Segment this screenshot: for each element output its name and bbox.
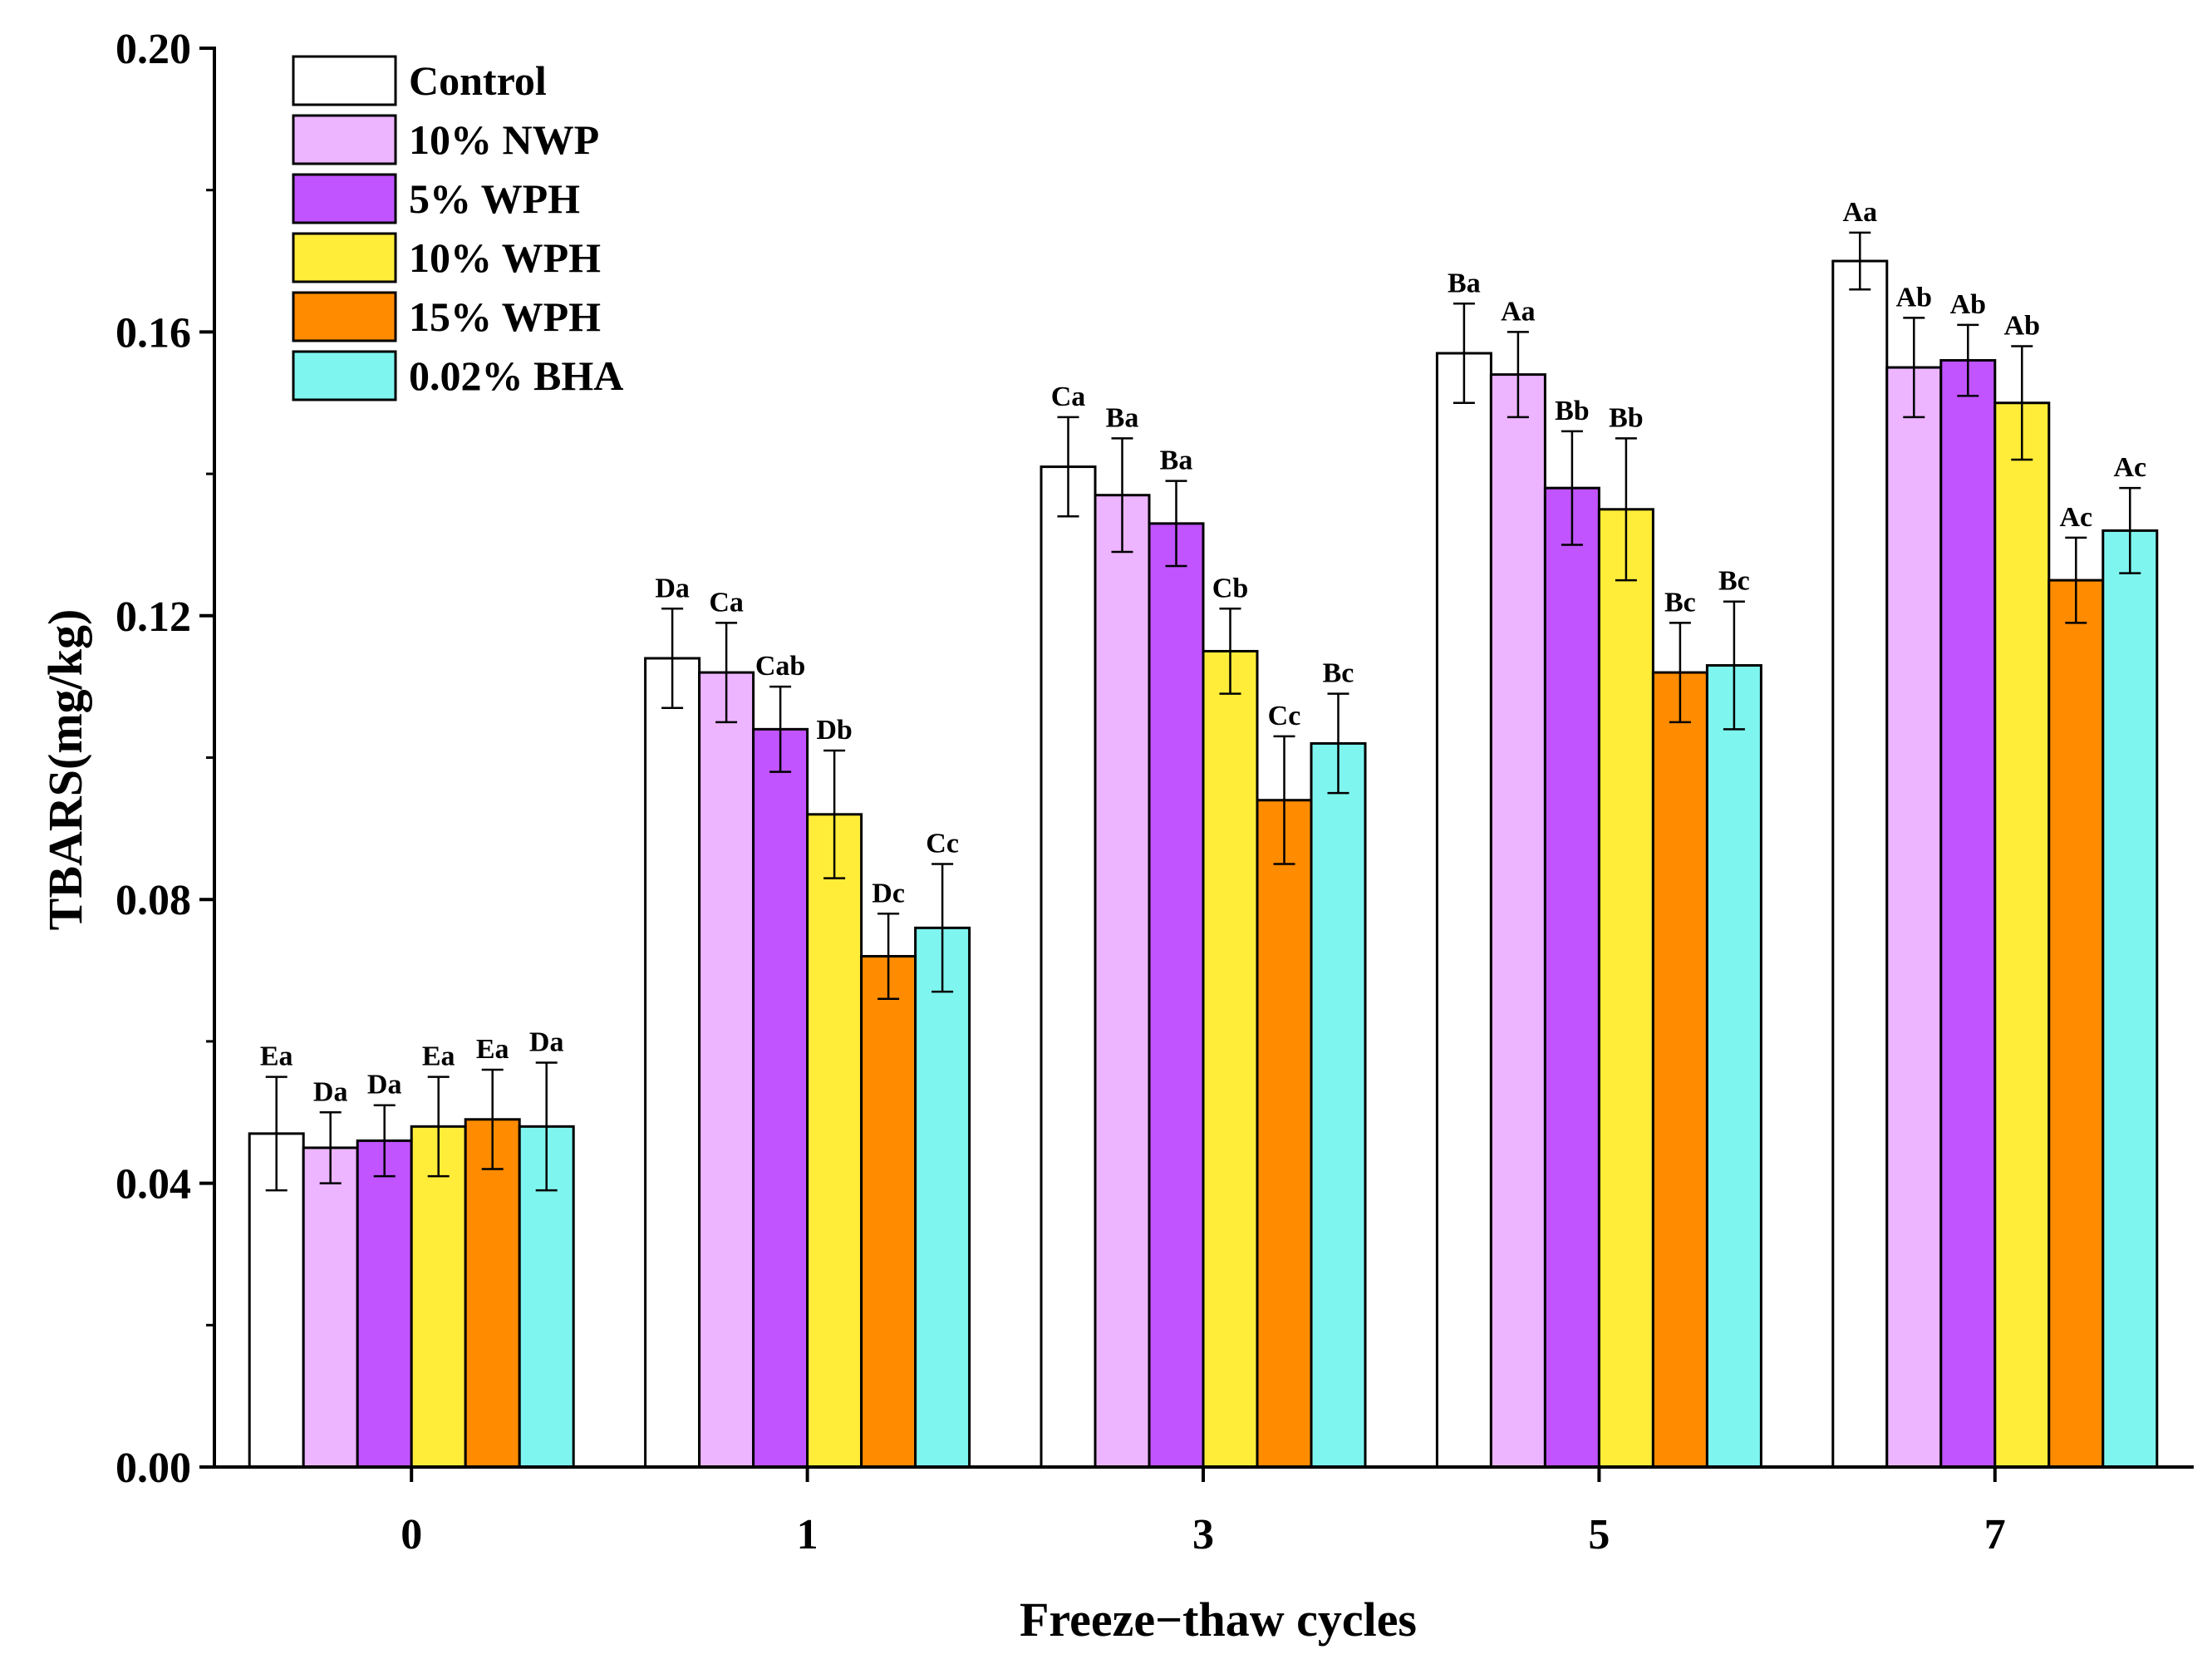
significance-label: Ab [1896, 282, 1932, 313]
significance-label: Da [529, 1027, 564, 1058]
legend-swatch [292, 350, 397, 401]
legend-swatch [292, 173, 397, 224]
significance-label: Ea [260, 1041, 293, 1072]
bar [1310, 741, 1367, 1469]
y-ticks: 0.00 0.04 0.08 0.12 0.16 0.20 [116, 26, 214, 1492]
bar [1489, 373, 1546, 1469]
bar [1202, 649, 1259, 1469]
bar [410, 1125, 467, 1469]
x-tick-label: 3 [1192, 1511, 1214, 1558]
x-tick-label: 7 [1984, 1511, 2006, 1558]
significance-label: Bb [1609, 402, 1644, 433]
significance-label: Bc [1664, 587, 1696, 618]
legend-label: 15% WPH [409, 293, 601, 340]
legend-label: 10% WPH [409, 234, 601, 281]
x-axis-title: Freeze−thaw cycles [1020, 1593, 1417, 1647]
x-tick-label: 5 [1588, 1511, 1610, 1558]
bar [2047, 578, 2105, 1469]
significance-label: Ca [709, 587, 744, 618]
bar [1543, 486, 1600, 1469]
bar [1993, 401, 2051, 1469]
bar [2101, 529, 2159, 1469]
legend-label: 10% NWP [409, 116, 599, 163]
significance-label: Dc [872, 878, 905, 908]
bar [1939, 359, 1997, 1469]
significance-label: Ea [422, 1041, 455, 1072]
significance-label: Cab [755, 651, 805, 682]
x-tick-label: 1 [797, 1511, 818, 1558]
bar [1651, 671, 1708, 1469]
significance-label: Ea [476, 1034, 509, 1065]
significance-label: Da [367, 1070, 402, 1100]
significance-label: Cc [926, 829, 959, 859]
significance-label: Ab [2004, 310, 2040, 341]
x-tick-label: 0 [401, 1511, 422, 1558]
significance-label: Bb [1555, 396, 1590, 426]
bar [356, 1139, 413, 1469]
significance-label: Da [313, 1076, 348, 1107]
significance-label: Ba [1448, 268, 1481, 298]
significance-label: Ac [2059, 502, 2092, 533]
bar [1435, 352, 1492, 1469]
legend: Control 10% NWP 5% WPH 10% WPH 15% WPH 0.02% … [292, 55, 623, 401]
bar [1885, 366, 1943, 1469]
significance-label: Ba [1106, 402, 1139, 433]
legend-swatch [292, 232, 397, 283]
significance-label: Bc [1718, 566, 1750, 597]
bar [698, 671, 755, 1469]
significance-label: Ac [2113, 452, 2146, 483]
significance-label: Ca [1051, 382, 1086, 412]
y-tick-label: 0.04 [116, 1161, 191, 1209]
bar [860, 954, 917, 1469]
bar [1148, 522, 1205, 1469]
legend-swatch [292, 114, 397, 165]
bar [1094, 494, 1151, 1469]
y-tick-label: 0.08 [116, 877, 191, 924]
y-tick-label: 0.20 [116, 26, 191, 73]
bar [1040, 465, 1097, 1469]
bar [806, 813, 863, 1469]
legend-label: 5% WPH [409, 175, 580, 222]
y-axis-title: TBARS(mg/kg) [38, 609, 92, 931]
legend-label: Control [409, 57, 547, 104]
significance-label: Aa [1501, 296, 1536, 327]
bar [1597, 508, 1654, 1469]
bar [464, 1118, 521, 1469]
bar [752, 727, 809, 1469]
significance-label: Cb [1212, 573, 1248, 603]
y-tick-label: 0.12 [116, 593, 191, 641]
significance-label: Ba [1160, 446, 1193, 476]
legend-swatch [292, 55, 397, 106]
significance-label: Bc [1323, 658, 1354, 689]
bar [302, 1146, 359, 1469]
significance-label: Ab [1950, 289, 1986, 320]
bar [644, 657, 701, 1469]
bar [1831, 259, 1889, 1469]
bar [1705, 664, 1762, 1469]
bars-layer: Ea Da Da Ea Ea Da Da Ca Cab Db Dc Cc Ca Ba Ba Cb Cc Bc Ba A… [248, 197, 2159, 1469]
y-tick-label: 0.00 [116, 1445, 191, 1492]
significance-label: Db [816, 715, 852, 746]
significance-label: Aa [1843, 197, 1878, 228]
y-tick-label: 0.16 [116, 309, 191, 357]
significance-label: Cc [1268, 701, 1301, 731]
legend-label: 0.02% BHA [409, 352, 623, 399]
bar [1256, 799, 1313, 1469]
bar [914, 926, 971, 1469]
x-ticks: 0 1 3 5 7 [401, 1467, 2006, 1558]
significance-label: Da [655, 573, 690, 603]
legend-swatch [292, 291, 397, 342]
